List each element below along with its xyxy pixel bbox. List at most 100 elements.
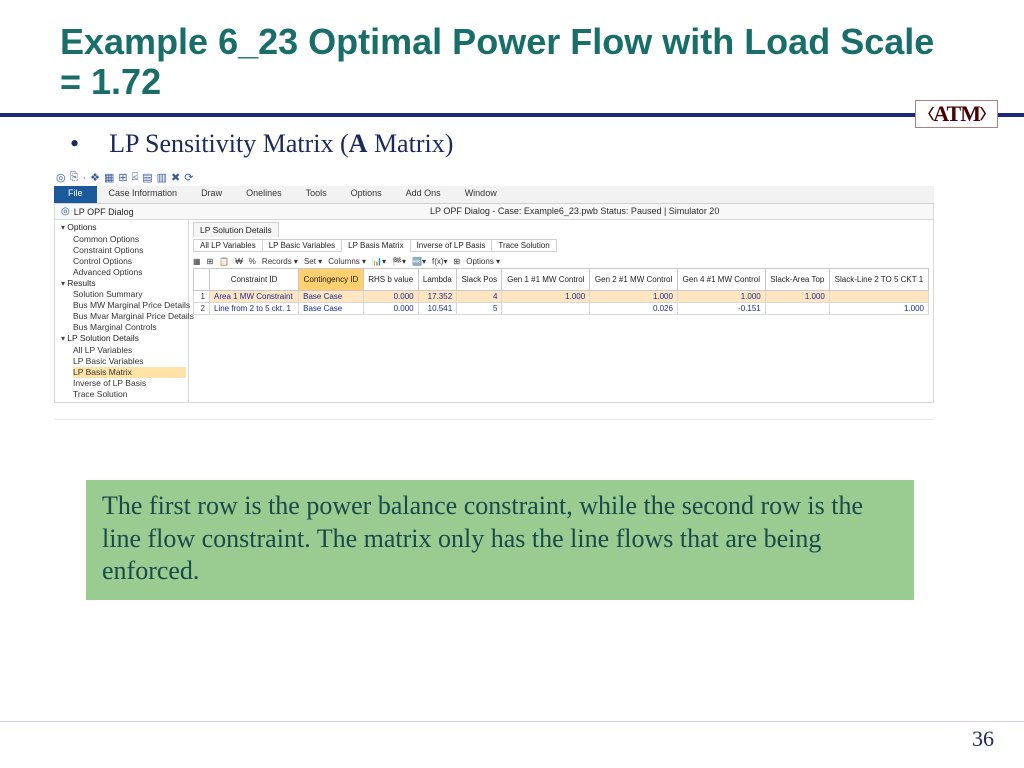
toolbar-icon[interactable]: ·: [82, 172, 86, 184]
footer-divider: [0, 721, 1024, 722]
tab-lp-solution-details[interactable]: LP Solution Details: [193, 222, 279, 237]
table-cell: [502, 303, 590, 315]
grid-toolbar-item[interactable]: 🏁▾: [392, 257, 406, 266]
toolbar-icon[interactable]: ▤: [142, 171, 152, 184]
toolbar-icon[interactable]: ▦: [104, 171, 114, 184]
table-cell: [765, 303, 829, 315]
grid-toolbar-item[interactable]: Options ▾: [466, 257, 500, 266]
toolbar-icon[interactable]: ▥: [157, 171, 167, 184]
menu-window[interactable]: Window: [453, 186, 509, 203]
grid-toolbar-item[interactable]: ▦: [193, 257, 201, 266]
window-title: LP OPF Dialog - Case: Example6_23.pwb St…: [430, 206, 719, 216]
table-cell: 1.000: [590, 291, 678, 303]
column-header[interactable]: Lambda: [418, 269, 457, 291]
tree-item[interactable]: Solution Summary: [73, 289, 186, 300]
column-header[interactable]: Contingency ID: [299, 269, 364, 291]
table-cell: 1.000: [829, 303, 928, 315]
tree-group[interactable]: Results: [61, 278, 186, 289]
tree-item[interactable]: LP Basis Matrix: [73, 367, 186, 378]
app-toolbar: ◎ ⎘· ❖ ▦ ⊞ ⍃▤ ▥ ✖ ⟳: [54, 169, 934, 186]
table-cell: 0.026: [590, 303, 678, 315]
subtab[interactable]: All LP Variables: [193, 239, 263, 252]
table-cell: 10.541: [418, 303, 457, 315]
table-cell: 1.000: [765, 291, 829, 303]
menu-options[interactable]: Options: [339, 186, 394, 203]
column-header[interactable]: Slack-Line 2 TO 5 CKT 1: [829, 269, 928, 291]
tree-item[interactable]: LP Basic Variables: [73, 356, 186, 367]
dialog-icon: ◎: [61, 206, 70, 217]
screenshot-region: ◎ ⎘· ❖ ▦ ⊞ ⍃▤ ▥ ✖ ⟳ LP OPF Dialog - Case: Exampl…: [54, 169, 934, 420]
toolbar-icon[interactable]: ⊞: [118, 171, 127, 184]
menubar: File Case Information Draw Onelines Tool…: [54, 186, 934, 204]
bullet-text: •LP Sensitivity Matrix (A Matrix): [0, 117, 1024, 165]
tree-item[interactable]: Control Options: [73, 256, 186, 267]
toolbar-icon[interactable]: ⎘: [70, 171, 79, 184]
table-cell: 5: [457, 303, 502, 315]
subtab[interactable]: LP Basic Variables: [262, 239, 342, 252]
tree-item[interactable]: Bus MW Marginal Price Details: [73, 300, 186, 311]
tree-item[interactable]: All LP Variables: [73, 345, 186, 356]
table-cell: [829, 291, 928, 303]
tree-group[interactable]: Options: [61, 222, 186, 233]
column-header[interactable]: Slack-Area Top: [765, 269, 829, 291]
dialog-title: LP OPF Dialog: [74, 207, 134, 217]
table-cell: 0.000: [363, 291, 418, 303]
grid-toolbar-item[interactable]: ⊞: [207, 257, 214, 266]
toolbar-icon[interactable]: ⟳: [184, 171, 193, 184]
subtab[interactable]: Trace Solution: [491, 239, 556, 252]
grid-toolbar-item[interactable]: 🔤▾: [412, 257, 426, 266]
menu-tools[interactable]: Tools: [294, 186, 339, 203]
column-header[interactable]: RHS b value: [363, 269, 418, 291]
table-cell: 1.000: [677, 291, 765, 303]
grid-toolbar-item[interactable]: Set ▾: [304, 257, 322, 266]
slide-title: Example 6_23 Optimal Power Flow with Loa…: [0, 0, 1024, 105]
sub-tabs: All LP VariablesLP Basic VariablesLP Bas…: [193, 239, 929, 252]
explanatory-note: The first row is the power balance const…: [86, 480, 914, 600]
grid-toolbar-item[interactable]: Records ▾: [262, 257, 298, 266]
column-header[interactable]: Gen 1 #1 MW Control: [502, 269, 590, 291]
logo: 〈ATM〉: [915, 100, 998, 128]
grid-toolbar-item[interactable]: 📋: [219, 257, 229, 266]
grid-toolbar-item[interactable]: f(x)▾: [432, 257, 448, 266]
tree-item[interactable]: Bus Marginal Controls: [73, 322, 186, 333]
grid-toolbar-item[interactable]: Columns ▾: [328, 257, 366, 266]
subtab[interactable]: Inverse of LP Basis: [410, 239, 493, 252]
toolbar-icon[interactable]: ⍃: [132, 171, 139, 184]
grid-toolbar-item[interactable]: ⊞: [454, 257, 461, 266]
grid-toolbar-item[interactable]: 📊▾: [372, 257, 386, 266]
menu-draw[interactable]: Draw: [189, 186, 234, 203]
tree-item[interactable]: Inverse of LP Basis: [73, 378, 186, 389]
grid-toolbar-item[interactable]: ₩: [235, 257, 243, 266]
main-tabs: LP Solution Details: [193, 222, 929, 237]
tree-item[interactable]: Constraint Options: [73, 245, 186, 256]
menu-file[interactable]: File: [54, 186, 97, 203]
menu-addons[interactable]: Add Ons: [394, 186, 453, 203]
toolbar-icon[interactable]: ❖: [90, 171, 100, 184]
page-number: 36: [972, 726, 994, 752]
table-cell: Area 1 MW Constraint: [210, 291, 299, 303]
column-header[interactable]: Gen 4 #1 MW Control: [677, 269, 765, 291]
subtab[interactable]: LP Basis Matrix: [341, 239, 410, 252]
column-header[interactable]: Slack Pos: [457, 269, 502, 291]
table-row[interactable]: 2Line from 2 to 5 ckt. 1Base Case0.00010…: [194, 303, 929, 315]
table-cell: Line from 2 to 5 ckt. 1: [210, 303, 299, 315]
table-cell: -0.151: [677, 303, 765, 315]
table-row[interactable]: 1Area 1 MW ConstraintBase Case0.00017.35…: [194, 291, 929, 303]
column-header[interactable]: Constraint ID: [210, 269, 299, 291]
menu-case-information[interactable]: Case Information: [97, 186, 190, 203]
tree-group[interactable]: LP Solution Details: [61, 333, 186, 344]
tree-item[interactable]: Common Options: [73, 234, 186, 245]
grid-toolbar-item[interactable]: %: [249, 257, 256, 266]
tree-item[interactable]: Bus Mvar Marginal Price Details: [73, 311, 186, 322]
basis-matrix-table: Constraint IDContingency IDRHS b valueLa…: [193, 268, 929, 315]
column-header[interactable]: Gen 2 #1 MW Control: [590, 269, 678, 291]
table-cell: 0.000: [363, 303, 418, 315]
nav-tree: OptionsCommon OptionsConstraint OptionsC…: [55, 220, 189, 402]
grid-toolbar: ▦ ⊞ 📋 ₩% Records ▾ Set ▾ Columns ▾ 📊▾ 🏁▾ 🔤▾ f(x)▾ ⊞…: [193, 255, 929, 268]
toolbar-icon[interactable]: ✖: [171, 171, 180, 184]
tree-item[interactable]: Trace Solution: [73, 389, 186, 400]
table-cell: 1.000: [502, 291, 590, 303]
toolbar-icon[interactable]: ◎: [56, 171, 66, 184]
menu-onelines[interactable]: Onelines: [234, 186, 294, 203]
tree-item[interactable]: Advanced Options: [73, 267, 186, 278]
